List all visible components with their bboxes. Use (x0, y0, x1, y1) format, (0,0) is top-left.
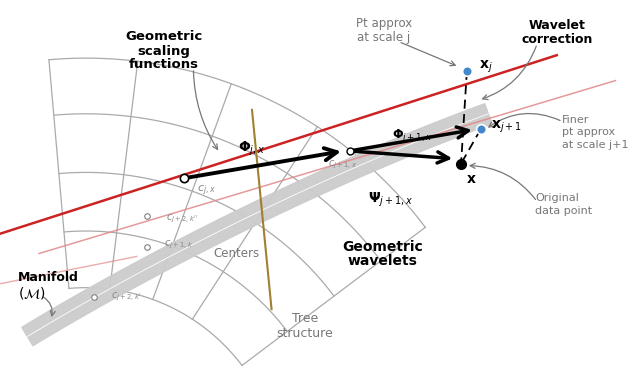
Text: $c_{j,x}$: $c_{j,x}$ (197, 184, 216, 198)
Text: correction: correction (521, 33, 593, 46)
Text: at scale j: at scale j (357, 31, 410, 44)
Text: $c_{j+2,k''}$: $c_{j+2,k''}$ (166, 212, 198, 225)
Text: at scale j+1: at scale j+1 (562, 140, 628, 150)
Text: wavelets: wavelets (348, 254, 418, 268)
Text: pt approx: pt approx (562, 127, 615, 137)
Text: Wavelet: Wavelet (529, 19, 585, 32)
Text: Manifold: Manifold (17, 271, 79, 284)
Text: $\mathbf{\Phi}_{j+1,x}$: $\mathbf{\Phi}_{j+1,x}$ (392, 127, 433, 144)
Text: Geometric: Geometric (125, 30, 203, 43)
Text: Tree: Tree (292, 312, 318, 325)
Text: Original: Original (535, 193, 579, 203)
Text: functions: functions (129, 59, 199, 71)
Text: $\mathbf{x}$: $\mathbf{x}$ (466, 172, 477, 186)
Text: Geometric: Geometric (342, 240, 423, 254)
Text: $(\mathcal{M})$: $(\mathcal{M})$ (17, 285, 45, 301)
Text: $c_{j+1,k}$: $c_{j+1,k}$ (164, 239, 194, 251)
Text: $\mathbf{\Psi}_{j+1,x}$: $\mathbf{\Psi}_{j+1,x}$ (368, 191, 413, 209)
Text: data point: data point (535, 206, 593, 217)
Text: $\mathbf{x}_{j+1}$: $\mathbf{x}_{j+1}$ (492, 118, 522, 135)
Text: $c_{j+1,x}$: $c_{j+1,x}$ (328, 158, 358, 171)
Text: $\mathbf{\Phi}_{j,x}$: $\mathbf{\Phi}_{j,x}$ (238, 140, 266, 158)
Text: $c_{j+2,k'}$: $c_{j+2,k'}$ (111, 290, 143, 303)
Text: Finer: Finer (562, 115, 589, 125)
Text: structure: structure (276, 327, 333, 340)
Text: Pt approx: Pt approx (356, 17, 412, 30)
Text: scaling: scaling (138, 45, 191, 58)
Text: $\mathbf{x}_j$: $\mathbf{x}_j$ (479, 59, 492, 75)
Text: Centers: Centers (213, 247, 259, 260)
Polygon shape (22, 104, 492, 346)
